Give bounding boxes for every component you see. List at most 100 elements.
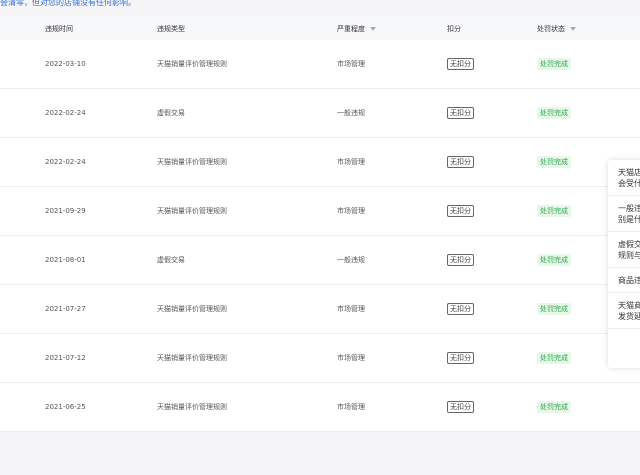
cell-text: 2021-07-12: [45, 354, 86, 362]
table-row: 2021-08-01 虚假交易 一般违规 无扣分 处罚完成: [0, 236, 640, 285]
header-text: 处罚状态: [537, 24, 565, 33]
cell-text: 天猫销量评价管理规则: [157, 158, 227, 166]
cell-text: 虚假交易: [157, 109, 185, 117]
cell: 天猫销量评价管理规则: [157, 353, 227, 363]
cell-text: 一般违规: [337, 109, 365, 117]
notice: 会清零，但对您的店铺没有任何影响。: [0, 0, 136, 7]
cell: 市场管理: [337, 157, 365, 167]
cell: 市场管理: [337, 59, 365, 69]
status-tag: 处罚完成: [537, 58, 571, 70]
violation-table: 违规时间 违规类型 严重程度 扣分 处罚状态 2022-03-10 天猫销量评价管理规则 市场…: [0, 17, 640, 432]
deduction-tag: 无扣分: [447, 205, 474, 217]
cell: 2021-09-29: [45, 207, 86, 215]
cell: 2021-07-27: [45, 305, 86, 313]
cell: 处罚完成: [537, 254, 571, 266]
cell: 2022-02-24: [45, 158, 86, 166]
popup-line: 别是什: [618, 215, 640, 224]
cell: 无扣分: [447, 303, 474, 315]
cell-text: 天猫销量评价管理规则: [157, 354, 227, 362]
header-cell[interactable]: 严重程度: [337, 24, 376, 34]
cell: 天猫销量评价管理规则: [157, 304, 227, 314]
cell: 处罚完成: [537, 107, 571, 119]
cell: 无扣分: [447, 205, 474, 217]
cell-text: 市场管理: [337, 305, 365, 313]
deduction-tag: 无扣分: [447, 352, 474, 364]
cell-text: 虚假交易: [157, 256, 185, 264]
popup-line: 发货延: [618, 312, 640, 321]
table-row: 2021-06-25 天猫销量评价管理规则 市场管理 无扣分 处罚完成: [0, 383, 640, 432]
table-row: 2021-07-12 天猫销量评价管理规则 市场管理 无扣分 处罚完成: [0, 334, 640, 383]
popup-menu: 天猫店 会受什一般违别是什虚假交 规则与商品违天猫商发货延: [608, 160, 640, 368]
header-cell: 违规时间: [45, 24, 73, 34]
status-tag: 处罚完成: [537, 401, 571, 413]
header-text: 严重程度: [337, 24, 365, 33]
cell: 无扣分: [447, 107, 474, 119]
cell: 天猫销量评价管理规则: [157, 59, 227, 69]
cell: 处罚完成: [537, 205, 571, 217]
table-header: 违规时间 违规类型 严重程度 扣分 处罚状态: [0, 17, 640, 40]
table-row: 2021-07-27 天猫销量评价管理规则 市场管理 无扣分 处罚完成: [0, 285, 640, 334]
cell: 一般违规: [337, 255, 365, 265]
cell: 虚假交易: [157, 108, 185, 118]
cell: 无扣分: [447, 254, 474, 266]
popup-line: 一般违: [618, 204, 640, 213]
popup-line: 天猫商: [618, 301, 640, 310]
header-cell[interactable]: 处罚状态: [537, 24, 576, 34]
cell-text: 2022-02-24: [45, 158, 86, 166]
cell-text: 市场管理: [337, 60, 365, 68]
cell-text: 天猫销量评价管理规则: [157, 403, 227, 411]
cell: 处罚完成: [537, 303, 571, 315]
popup-item[interactable]: 一般违 别是什: [608, 196, 640, 232]
cell: 2021-08-01: [45, 256, 86, 264]
cell: 一般违规: [337, 108, 365, 118]
cell: 无扣分: [447, 58, 474, 70]
cell: 市场管理: [337, 353, 365, 363]
cell: 2022-03-10: [45, 60, 86, 68]
cell-text: 市场管理: [337, 207, 365, 215]
header-cell: 扣分: [447, 24, 461, 34]
header-text: 违规时间: [45, 24, 73, 33]
cell: 天猫销量评价管理规则: [157, 157, 227, 167]
popup-item[interactable]: 商品违: [608, 268, 640, 293]
cell: 2021-07-12: [45, 354, 86, 362]
table-row: 2021-09-29 天猫销量评价管理规则 市场管理 无扣分 处罚完成: [0, 187, 640, 236]
filter-icon[interactable]: [570, 26, 576, 31]
deduction-tag: 无扣分: [447, 156, 474, 168]
cell-text: 2021-06-25: [45, 403, 86, 411]
header-text: 扣分: [447, 24, 461, 33]
popup-line: 商品违: [618, 276, 640, 285]
popup-line: 规则与: [618, 251, 640, 260]
cell-text: 2021-08-01: [45, 256, 86, 264]
table-row: 2022-02-24 虚假交易 一般违规 无扣分 处罚完成: [0, 89, 640, 138]
cell: 市场管理: [337, 304, 365, 314]
popup-item[interactable]: 虚假交 规则与: [608, 232, 640, 268]
deduction-tag: 无扣分: [447, 254, 474, 266]
cell: 市场管理: [337, 402, 365, 412]
status-tag: 处罚完成: [537, 107, 571, 119]
popup-line: 会受什: [618, 179, 640, 188]
status-tag: 处罚完成: [537, 156, 571, 168]
cell: 天猫销量评价管理规则: [157, 206, 227, 216]
table-row: 2022-03-10 天猫销量评价管理规则 市场管理 无扣分 处罚完成: [0, 40, 640, 89]
cell: 2022-02-24: [45, 109, 86, 117]
popup-item[interactable]: 天猫店 会受什: [608, 160, 640, 196]
deduction-tag: 无扣分: [447, 58, 474, 70]
status-tag: 处罚完成: [537, 254, 571, 266]
cell-text: 天猫销量评价管理规则: [157, 60, 227, 68]
status-tag: 处罚完成: [537, 352, 571, 364]
cell-text: 市场管理: [337, 354, 365, 362]
cell: 无扣分: [447, 352, 474, 364]
cell: 无扣分: [447, 156, 474, 168]
cell-text: 2021-09-29: [45, 207, 86, 215]
filter-icon[interactable]: [370, 26, 376, 31]
deduction-tag: 无扣分: [447, 107, 474, 119]
cell-text: 市场管理: [337, 158, 365, 166]
header-text: 违规类型: [157, 24, 185, 33]
table-row: 2022-02-24 天猫销量评价管理规则 市场管理 无扣分 处罚完成: [0, 138, 640, 187]
popup-item[interactable]: 天猫商 发货延: [608, 293, 640, 329]
cell-text: 天猫销量评价管理规则: [157, 305, 227, 313]
cell-text: 2022-02-24: [45, 109, 86, 117]
cell: 处罚完成: [537, 401, 571, 413]
cell: 处罚完成: [537, 156, 571, 168]
